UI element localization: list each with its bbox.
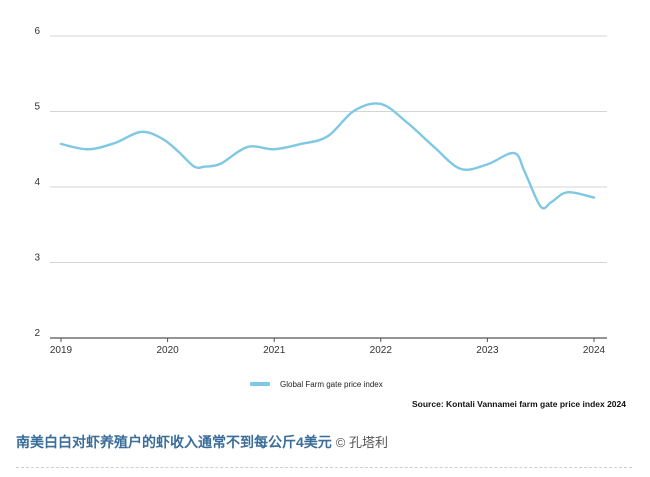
- y-tick-label: 3: [34, 253, 40, 264]
- y-tick-label: 5: [34, 102, 40, 113]
- x-tick-label: 2020: [156, 345, 179, 356]
- grid-lines: [50, 35, 607, 263]
- legend-swatch: [250, 382, 270, 386]
- x-tick-label: 2021: [263, 345, 286, 356]
- legend: Global Farm gate price index: [250, 380, 383, 389]
- y-tick-labels: 2 3 4 5 6: [34, 26, 40, 339]
- x-tick-labels: 2019 2020 2021 2022 2023 2024: [50, 345, 606, 356]
- legend-label: Global Farm gate price index: [280, 380, 383, 389]
- series-line-0: [59, 102, 596, 210]
- x-axis: [50, 337, 607, 342]
- price-index-chart: 2 3 4 5 6 2019 2020 2021 2022 2023 2024 Global Fa…: [34, 26, 626, 409]
- divider: [16, 467, 632, 468]
- x-tick-label: 2024: [583, 345, 606, 356]
- caption-credit: © 孔塔利: [335, 435, 388, 450]
- x-tick-label: 2023: [476, 345, 499, 356]
- y-tick-label: 2: [34, 328, 40, 339]
- x-tick-label: 2019: [50, 345, 73, 356]
- series-lines: [59, 102, 596, 210]
- caption-text: 南美白白对虾养殖户的虾收入通常不到每公斤4美元: [16, 434, 332, 450]
- y-tick-label: 6: [34, 26, 40, 37]
- source-note: Source: Kontali Vannamei farm gate price…: [412, 399, 626, 409]
- y-tick-label: 4: [34, 177, 40, 188]
- x-tick-label: 2022: [370, 345, 393, 356]
- figure-caption: 南美白白对虾养殖户的虾收入通常不到每公斤4美元 © 孔塔利: [16, 432, 388, 453]
